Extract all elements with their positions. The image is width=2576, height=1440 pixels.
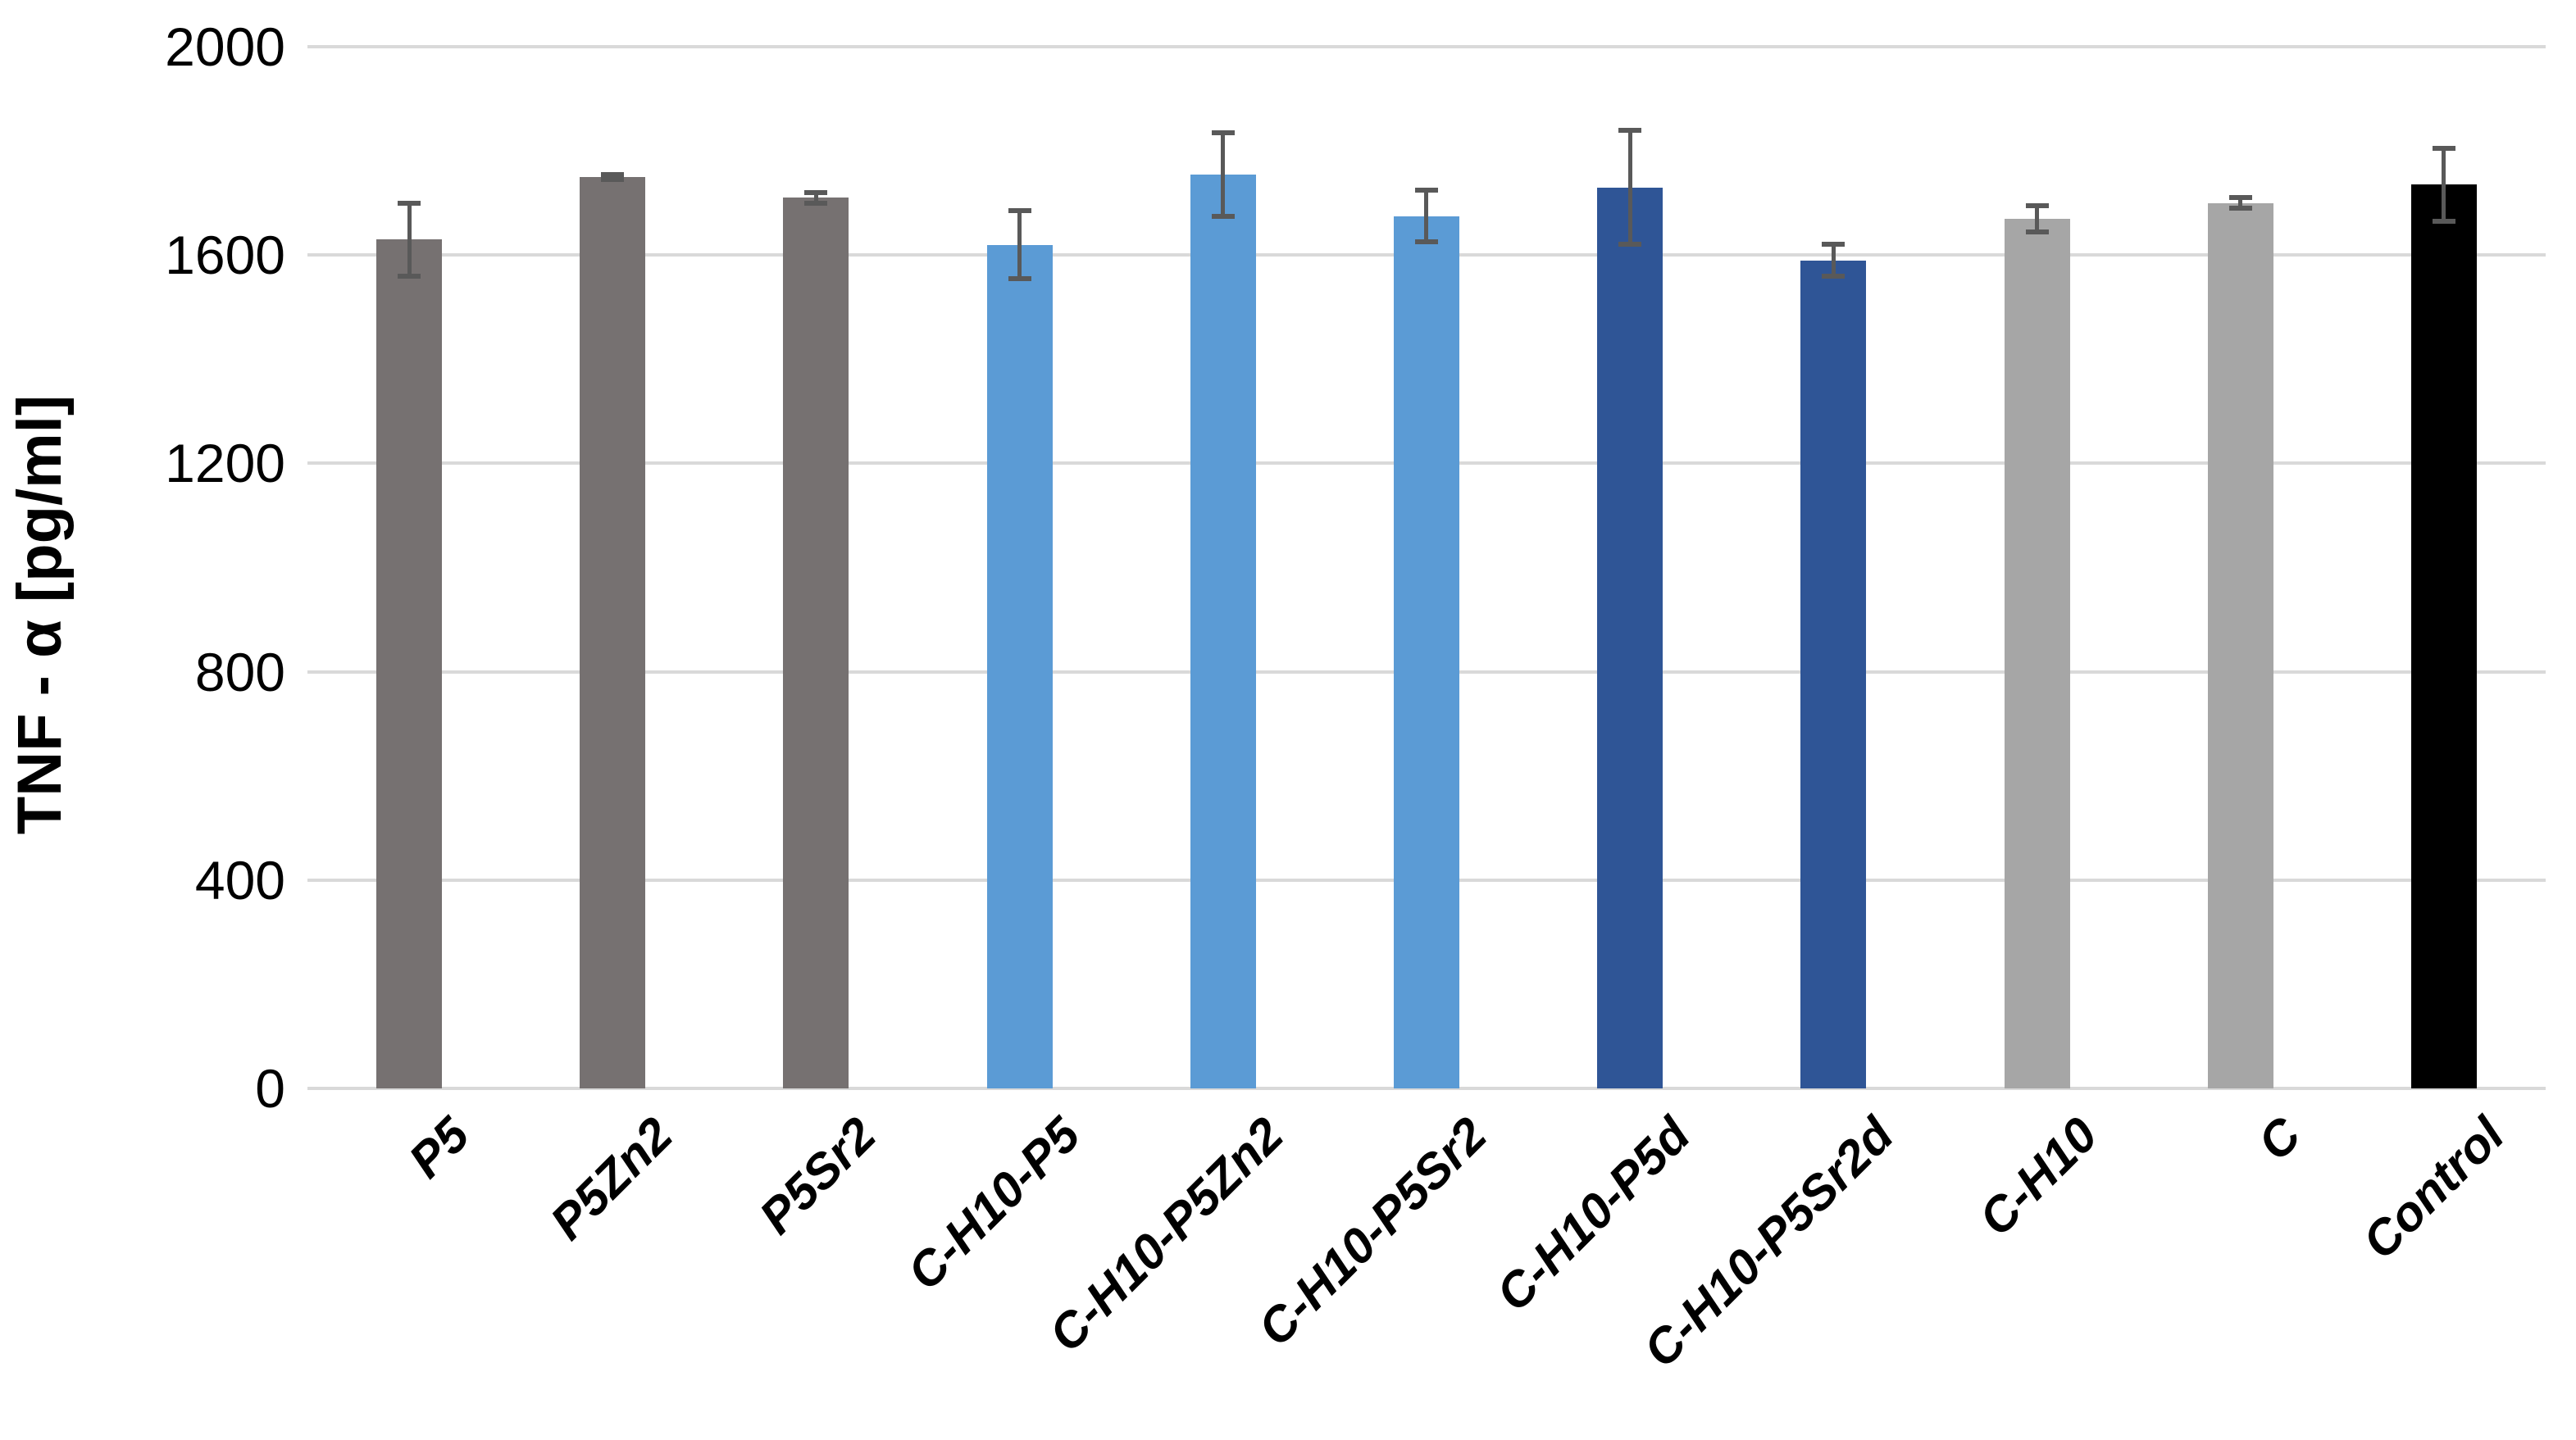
error-bar-C-H10-P5Zn2 — [1221, 132, 1226, 216]
bar-slot-P5 — [307, 47, 511, 1088]
bar-C-H10-P5d — [1597, 187, 1663, 1088]
error-cap-bottom-P5 — [398, 273, 421, 279]
bar-P5 — [376, 239, 443, 1088]
x-label-P5: P5 — [398, 1106, 480, 1188]
bar-C — [2207, 202, 2273, 1088]
error-bar-P5 — [407, 202, 412, 276]
y-tick-label-400: 400 — [194, 849, 285, 911]
error-cap-top-C — [2228, 195, 2252, 201]
error-cap-top-C-H10 — [2025, 202, 2049, 208]
error-cap-top-C-H10-P5d — [1618, 127, 1642, 133]
error-bar-C-H10-P5Sr2 — [1424, 189, 1429, 243]
error-cap-bottom-C-H10-P5Sr2d — [1822, 273, 1846, 279]
y-tick-label-2000: 2000 — [165, 16, 285, 77]
error-bar-P5Zn2 — [610, 174, 615, 180]
error-bar-C — [2238, 198, 2243, 208]
x-label-C: C — [2246, 1106, 2311, 1171]
bar-slot-C — [2139, 47, 2342, 1088]
bar-slot-C-H10-P5 — [918, 47, 1122, 1088]
error-cap-bottom-C — [2228, 206, 2252, 211]
y-tick-label-0: 0 — [255, 1058, 285, 1119]
x-label-C-H10-P5Sr2: C-H10-P5Sr2 — [1247, 1106, 1497, 1356]
bar-Control — [2410, 184, 2477, 1088]
error-cap-top-P5 — [398, 200, 421, 206]
error-bar-Control — [2442, 148, 2446, 221]
plot-area — [307, 45, 2546, 1090]
bar-slot-C-H10-P5Sr2 — [1325, 47, 1528, 1088]
error-cap-top-C-H10-P5 — [1008, 208, 1031, 214]
error-cap-bottom-C-H10-P5 — [1008, 275, 1031, 281]
y-axis-tick-labels: 0 400 800 1200 1600 2000 — [0, 20, 285, 1115]
error-bar-C-H10 — [2035, 205, 2040, 232]
bar-slot-C-H10 — [1935, 47, 2138, 1088]
bar-slot-P5Sr2 — [714, 47, 917, 1088]
bar-slot-P5Zn2 — [511, 47, 714, 1088]
error-bar-C-H10-P5Sr2d — [1831, 244, 1836, 276]
bar-P5Zn2 — [580, 176, 646, 1088]
x-label-C-H10-P5d: C-H10-P5d — [1486, 1106, 1701, 1322]
gridline-0 — [307, 1087, 2546, 1090]
error-cap-top-C-H10-P5Zn2 — [1211, 129, 1235, 135]
error-cap-top-C-H10-P5Sr2d — [1822, 242, 1846, 248]
error-cap-bottom-C-H10-P5Sr2 — [1414, 239, 1438, 245]
error-bar-P5Sr2 — [813, 192, 818, 203]
error-cap-top-P5Zn2 — [601, 171, 625, 177]
error-cap-top-P5Sr2 — [804, 189, 828, 195]
error-cap-bottom-C-H10 — [2025, 229, 2049, 234]
error-cap-top-C-H10-P5Sr2 — [1414, 187, 1438, 193]
error-cap-bottom-C-H10-P5d — [1618, 242, 1642, 248]
bar-C-H10 — [2004, 218, 2070, 1088]
error-cap-bottom-C-H10-P5Zn2 — [1211, 213, 1235, 219]
x-label-P5Zn2: P5Zn2 — [539, 1106, 684, 1251]
bar-C-H10-P5 — [986, 244, 1053, 1088]
y-tick-label-800: 800 — [194, 641, 285, 702]
bar-P5Sr2 — [783, 198, 849, 1088]
error-cap-top-Control — [2432, 145, 2455, 151]
error-cap-bottom-P5Zn2 — [601, 177, 625, 183]
x-label-C-H10-P5Zn2: C-H10-P5Zn2 — [1038, 1106, 1294, 1363]
y-tick-label-1600: 1600 — [165, 225, 285, 286]
bar-C-H10-P5Zn2 — [1190, 174, 1256, 1088]
error-bar-C-H10-P5 — [1017, 211, 1022, 279]
bar-slot-C-H10-P5Zn2 — [1122, 47, 1325, 1088]
gridline-2000 — [307, 45, 2546, 48]
bar-slot-C-H10-P5d — [1528, 47, 1732, 1088]
bar-C-H10-P5Sr2 — [1393, 216, 1459, 1088]
x-label-Control: Control — [2351, 1106, 2515, 1270]
bar-slot-C-H10-P5Sr2d — [1732, 47, 1935, 1088]
bar-slot-Control — [2342, 47, 2546, 1088]
x-label-P5Sr2: P5Sr2 — [749, 1106, 887, 1245]
x-label-C-H10: C-H10 — [1968, 1106, 2108, 1247]
error-cap-bottom-Control — [2432, 218, 2455, 224]
bar-C-H10-P5Sr2d — [1800, 260, 1867, 1088]
error-bar-C-H10-P5d — [1627, 129, 1632, 245]
error-cap-bottom-P5Sr2 — [804, 200, 828, 206]
y-tick-label-1200: 1200 — [165, 433, 285, 494]
x-label-C-H10-P5: C-H10-P5 — [896, 1106, 1090, 1301]
x-label-C-H10-P5Sr2d: C-H10-P5Sr2d — [1633, 1106, 1905, 1378]
